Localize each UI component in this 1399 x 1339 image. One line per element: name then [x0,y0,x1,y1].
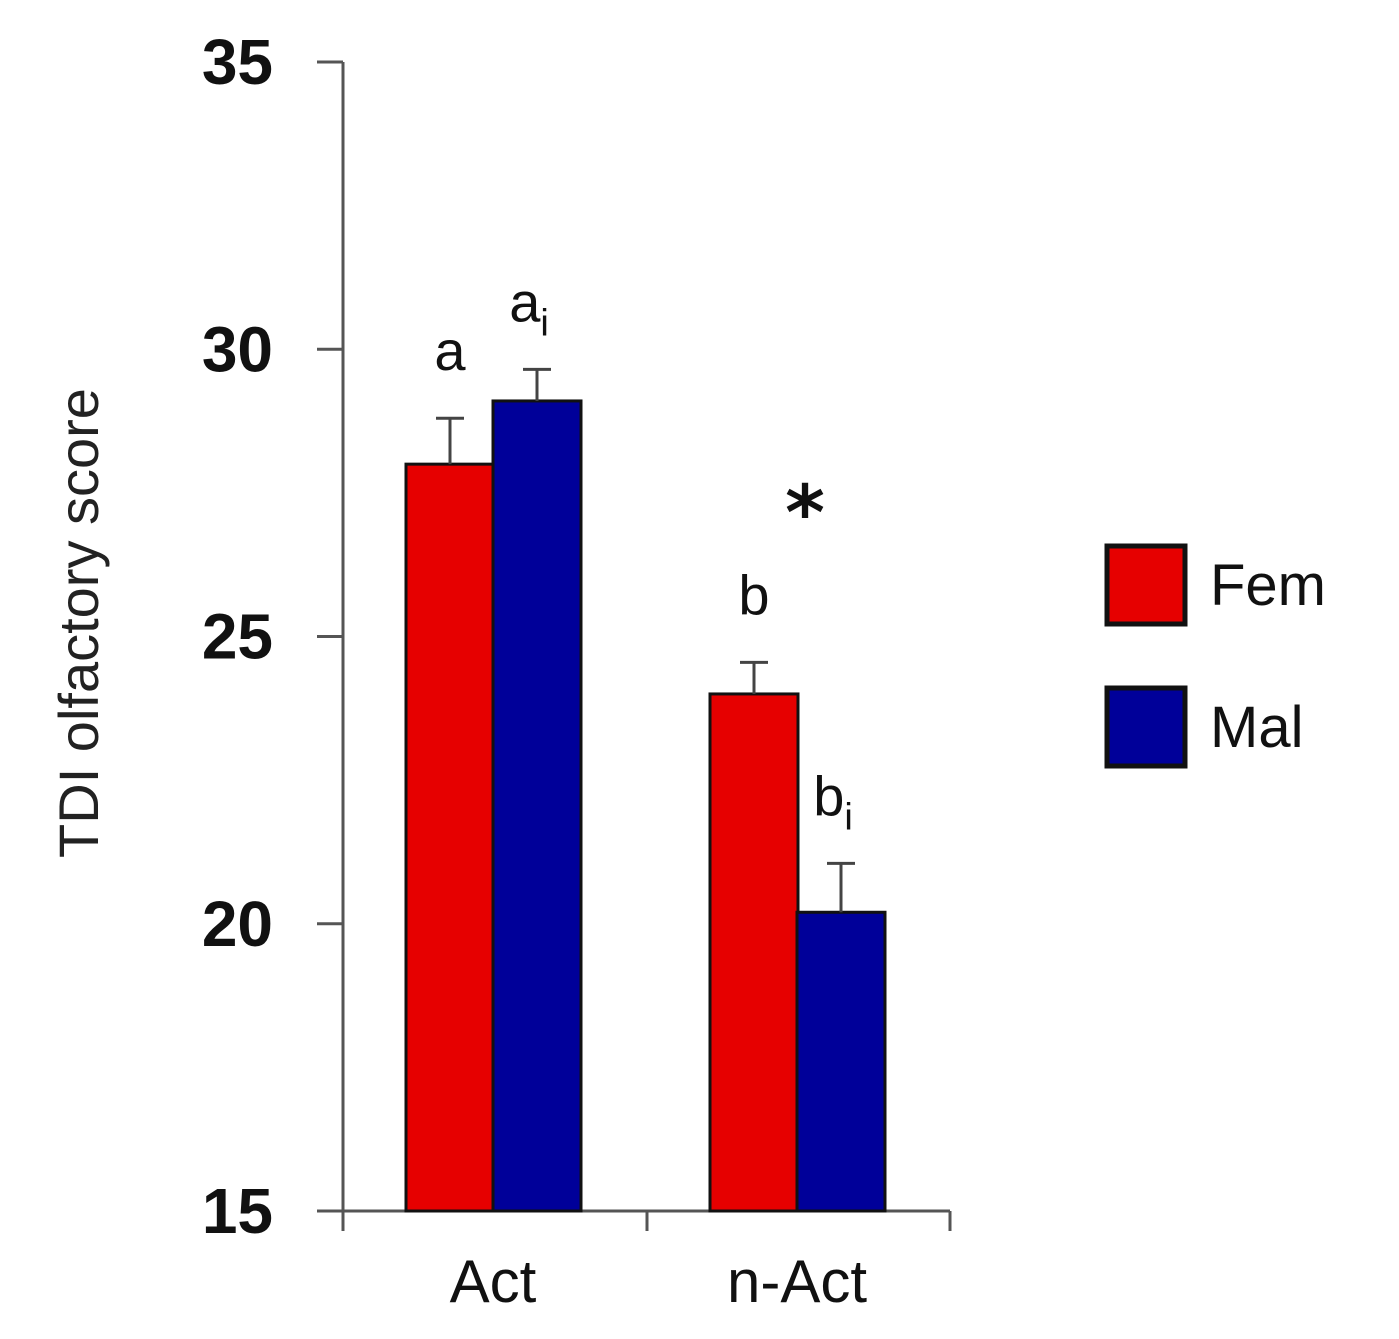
significance-letter: bi [813,764,853,838]
bar [404,462,496,1213]
x-tick-label: Act [450,1248,537,1315]
significance-letter: ai [509,270,549,344]
y-tick-label: 35 [202,26,273,98]
bar [491,399,583,1213]
significance-letter: b [738,563,769,626]
significance-letter: a [434,319,466,382]
bars [404,399,887,1213]
legend-label: Mal [1210,695,1303,760]
y-tick-label: 15 [202,1175,273,1247]
y-ticks: 15 20 25 30 35 [202,26,343,1247]
legend: Fem Mal [1104,543,1326,769]
legend-swatch [1104,543,1188,627]
bar [795,910,887,1213]
x-ticks: Act n-Act [341,1211,952,1315]
y-tick-label: 30 [202,313,273,385]
error-bars [436,367,855,913]
bar [708,692,800,1213]
y-axis-label: TDI olfactory score [47,388,110,858]
legend-label: Fem [1210,553,1326,618]
legend-swatch [1104,685,1188,769]
x-tick-label: n-Act [727,1248,867,1315]
y-tick-label: 20 [202,888,273,960]
significance-star: * [785,468,825,557]
y-tick-label: 25 [202,601,273,673]
